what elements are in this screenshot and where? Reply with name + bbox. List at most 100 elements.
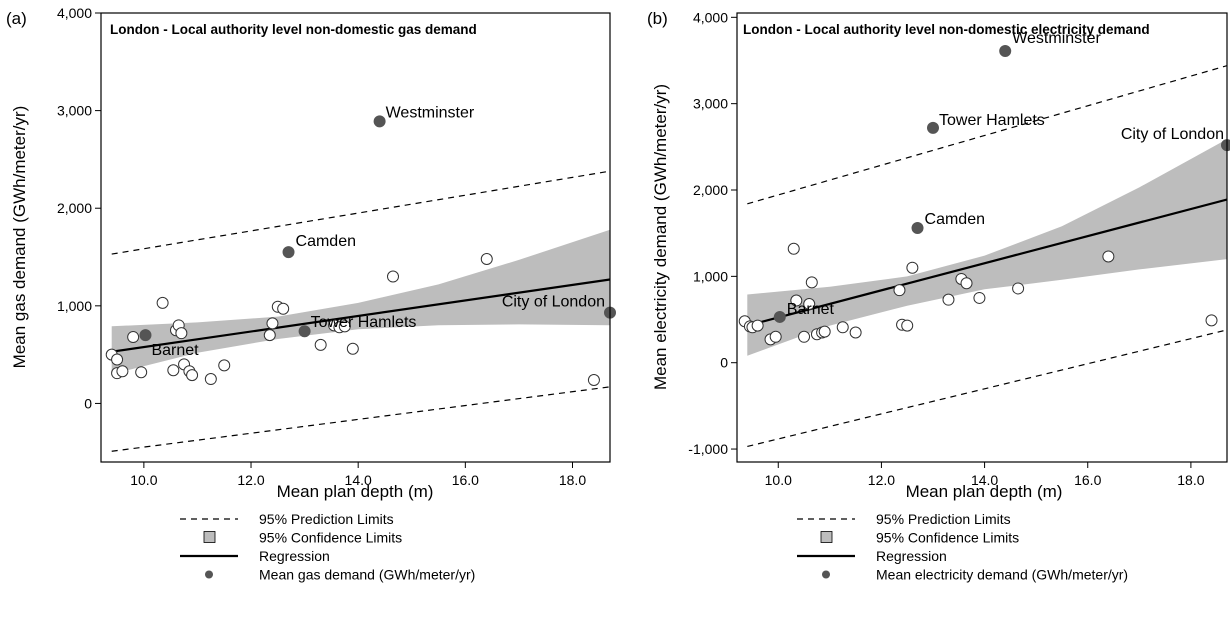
data-point [111,353,124,366]
legend: 95% Prediction Limits 95% Confidence Limi… [797,511,1128,583]
y-tick-label: 4,000 [693,9,728,25]
x-tick-label: 18.0 [559,472,586,488]
legend-label: Mean gas demand (GWh/meter/yr) [259,567,475,583]
data-point [587,374,600,387]
data-point [798,330,811,343]
y-tick-label: -1,000 [688,441,728,457]
data-point [186,369,199,382]
data-point [135,366,148,379]
y-tick-label: 1,000 [693,268,728,284]
legend-swatch-points [822,570,830,579]
labeled-data-point [373,115,386,128]
plot-frame [736,12,1228,463]
point-label: City of London [1121,126,1224,143]
legend-label: Mean electricity demand (GWh/meter/yr) [876,567,1128,583]
panel-letter: (b) [647,9,668,28]
labeled-data-point [927,121,939,134]
y-tick-label: 2,000 [57,200,92,216]
labeled-data-point [999,44,1012,57]
data-point [973,291,986,304]
regression-line [747,198,1227,327]
labeled-data-point [139,329,152,342]
panel1-chart: Westminster Tower Hamlets City of London Ca… [647,9,1230,583]
data-point [769,330,782,343]
data-point [167,364,180,377]
legend-swatch-confidence [203,531,216,543]
x-tick-label: 12.0 [237,472,264,488]
prediction-limit-lower [111,386,610,452]
data-point [836,321,849,334]
x-tick-label: 16.0 [452,472,479,488]
y-axis-title: Mean gas demand (GWh/meter/yr) [10,106,29,369]
point-label: Tower Hamlets [311,314,417,331]
legend-label: Regression [259,548,330,564]
y-tick-label: 1,000 [57,298,92,314]
data-point [893,284,906,297]
data-point [314,338,327,351]
point-label: Westminster [1012,30,1101,47]
legend-label: 95% Confidence Limits [259,530,402,546]
data-point [338,320,351,333]
point-label: Westminster [386,104,475,121]
data-point [1012,282,1025,295]
point-label: Camden [925,211,985,228]
x-tick-label: 14.0 [971,472,998,488]
data-point [218,359,231,372]
data-point [942,293,955,306]
data-point [849,326,862,339]
panel1-plot-area [747,65,1227,448]
x-tick-label: 18.0 [1177,472,1204,488]
x-tick-label: 16.0 [1074,472,1101,488]
data-point [1102,250,1115,263]
legend-label: 95% Confidence Limits [876,530,1019,546]
x-tick-label: 12.0 [868,472,895,488]
panel-letter: (a) [6,9,27,28]
panel0-plot-area [111,170,610,452]
data-point [346,342,359,355]
x-tick-label: 10.0 [765,472,792,488]
data-point [803,297,816,310]
data-point [127,331,140,344]
data-point [805,276,818,289]
data-point [1205,314,1218,327]
data-point [156,296,169,309]
point-label: City of London [502,294,605,311]
y-tick-label: 0 [720,355,728,371]
legend-label: 95% Prediction Limits [259,511,394,527]
y-axis-title: Mean electricity demand (GWh/meter/yr) [651,84,670,390]
x-tick-label: 14.0 [345,472,372,488]
point-label: Camden [296,233,356,250]
chart-title: London - Local authority level non-domes… [743,22,1150,37]
data-point [204,373,217,386]
point-label: Barnet [787,301,835,318]
prediction-limit-upper [111,170,610,255]
y-tick-label: 2,000 [693,182,728,198]
legend-label: 95% Prediction Limits [876,511,1011,527]
confidence-band [747,139,1227,356]
data-point [751,319,764,332]
data-point [263,329,276,342]
legend-swatch-points [205,570,213,579]
point-label: Tower Hamlets [939,112,1045,129]
labeled-data-point [298,325,311,338]
data-point [960,277,973,290]
data-point [480,252,493,265]
regression-line [111,278,610,353]
x-axis-title: Mean plan depth (m) [906,482,1063,501]
chart-title: London - Local authority level non-domes… [110,22,477,37]
data-point [787,242,800,255]
panel0-chart: Westminster Camden Tower Hamlets City of Lo… [6,5,616,583]
y-tick-label: 4,000 [57,5,92,21]
point-label: Barnet [151,342,199,359]
data-point [906,261,919,274]
legend-swatch-confidence [820,531,833,543]
legend-label: Regression [876,548,947,564]
data-point [175,327,188,340]
prediction-limit-lower [747,329,1227,448]
data-point [790,294,803,307]
x-axis-title: Mean plan depth (m) [277,482,434,501]
data-point [116,365,129,378]
data-point [901,319,914,332]
labeled-data-point [911,222,924,235]
